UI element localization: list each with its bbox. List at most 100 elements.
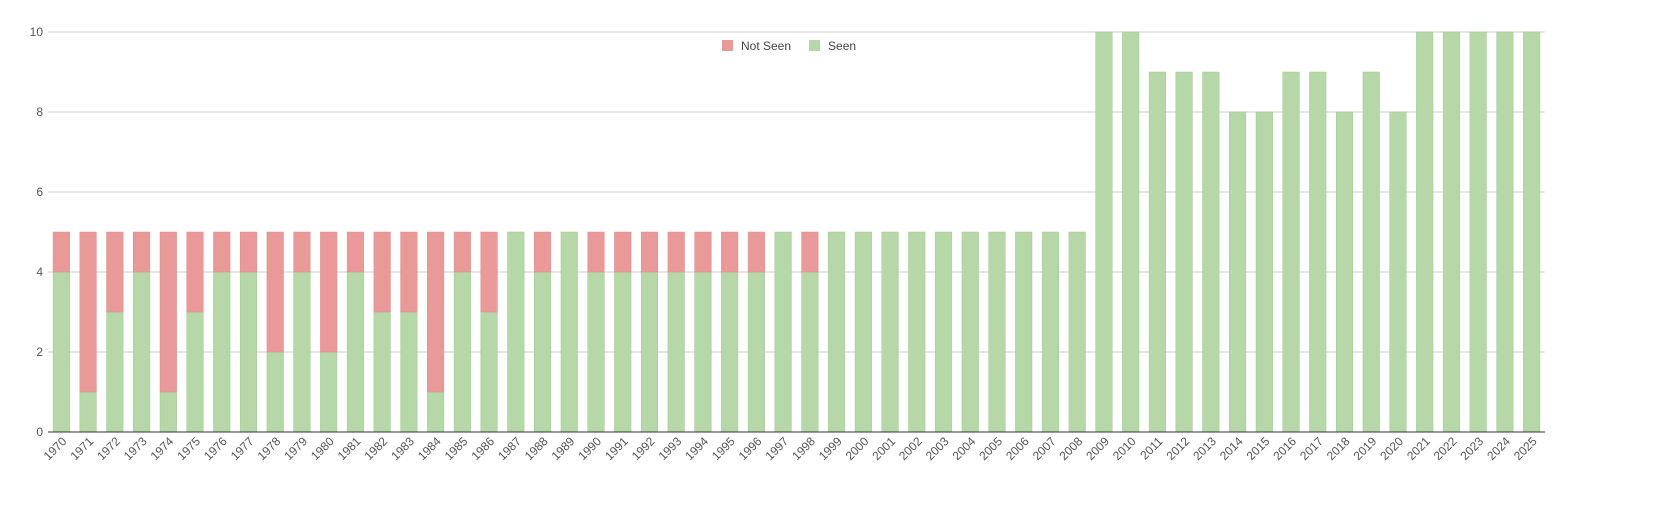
bar-not-seen-1980 bbox=[320, 231, 338, 353]
x-tick-label: 2008 bbox=[1057, 434, 1086, 463]
bar-not-seen-1990 bbox=[587, 231, 605, 273]
y-tick-label: 8 bbox=[36, 105, 43, 119]
x-tick-label: 2009 bbox=[1083, 434, 1112, 463]
x-tick-label: 2013 bbox=[1190, 434, 1219, 463]
bar-seen-2021 bbox=[1416, 31, 1434, 433]
bar-seen-2015 bbox=[1255, 111, 1273, 433]
bar-seen-2010 bbox=[1122, 31, 1140, 433]
bar-not-seen-1994 bbox=[694, 231, 712, 273]
bar-seen-1977 bbox=[239, 271, 258, 433]
x-tick-label: 1977 bbox=[228, 434, 257, 463]
x-tick-label: 1982 bbox=[361, 434, 390, 463]
bar-not-seen-1984 bbox=[427, 231, 445, 393]
bar-seen-2003 bbox=[934, 231, 953, 433]
bar-seen-2007 bbox=[1041, 231, 1059, 433]
bar-seen-2002 bbox=[908, 231, 926, 433]
x-tick-label: 2010 bbox=[1110, 434, 1139, 463]
x-tick-label: 1971 bbox=[67, 434, 96, 463]
x-tick-label: 2007 bbox=[1030, 434, 1059, 463]
bar-seen-1994 bbox=[694, 271, 712, 433]
x-tick-label: 2018 bbox=[1324, 434, 1353, 463]
x-tick-label: 2015 bbox=[1244, 434, 1273, 463]
x-tick-label: 1973 bbox=[121, 434, 150, 463]
bar-not-seen-1981 bbox=[346, 231, 364, 273]
x-tick-label: 2003 bbox=[923, 434, 952, 463]
x-tick-label: 1993 bbox=[656, 434, 685, 463]
x-tick-label: 1975 bbox=[174, 434, 203, 463]
bar-seen-2014 bbox=[1229, 111, 1247, 433]
bar-seen-1981 bbox=[346, 271, 364, 433]
bar-not-seen-1971 bbox=[79, 231, 97, 393]
x-tick-label: 1989 bbox=[549, 434, 578, 463]
x-tick-label: 2011 bbox=[1137, 434, 1165, 462]
x-axis-ticks: 1970197119721973197419751976197719781979… bbox=[41, 434, 1540, 463]
x-tick-label: 2017 bbox=[1297, 434, 1326, 463]
x-tick-label: 2024 bbox=[1484, 434, 1513, 463]
x-tick-label: 2021 bbox=[1404, 434, 1433, 463]
bar-not-seen-1982 bbox=[373, 231, 391, 313]
x-tick-label: 2025 bbox=[1511, 434, 1540, 463]
bar-seen-1999 bbox=[828, 231, 846, 433]
x-tick-label: 1994 bbox=[682, 434, 711, 463]
x-tick-label: 1999 bbox=[816, 434, 845, 463]
bar-seen-1983 bbox=[400, 311, 418, 433]
bar-seen-2006 bbox=[1015, 231, 1033, 433]
x-tick-label: 2016 bbox=[1270, 434, 1299, 463]
y-tick-label: 10 bbox=[30, 25, 44, 39]
y-tick-label: 4 bbox=[36, 265, 43, 279]
bar-not-seen-1972 bbox=[106, 231, 124, 313]
bar-seen-1985 bbox=[453, 271, 471, 433]
y-axis-ticks: 0 2 4 6 8 10 bbox=[30, 25, 44, 439]
bar-seen-1988 bbox=[534, 271, 552, 433]
bar-not-seen-1975 bbox=[186, 231, 204, 313]
bar-seen-2005 bbox=[988, 231, 1006, 433]
bar-seen-2009 bbox=[1095, 31, 1113, 433]
bar-seen-1997 bbox=[774, 231, 792, 433]
x-tick-label: 2005 bbox=[976, 434, 1005, 463]
x-tick-label: 1974 bbox=[148, 434, 177, 463]
x-tick-label: 1972 bbox=[94, 434, 123, 463]
bar-seen-1979 bbox=[293, 271, 311, 433]
x-tick-label: 2019 bbox=[1351, 434, 1380, 463]
bar-seen-1978 bbox=[266, 351, 284, 433]
bar-seen-2019 bbox=[1362, 71, 1380, 433]
bar-not-seen-1991 bbox=[614, 231, 632, 273]
bar-seen-1971 bbox=[79, 391, 97, 433]
x-tick-label: 1981 bbox=[335, 434, 364, 463]
bar-seen-1976 bbox=[213, 271, 231, 433]
x-tick-label: 2022 bbox=[1431, 434, 1460, 463]
legend-swatch-not-seen bbox=[722, 40, 733, 51]
bar-seen-2001 bbox=[881, 231, 899, 433]
bar-seen-1982 bbox=[373, 311, 391, 433]
bar-seen-2013 bbox=[1202, 71, 1220, 433]
bar-seen-2018 bbox=[1335, 111, 1354, 433]
bar-not-seen-1986 bbox=[480, 231, 498, 313]
bar-seen-2012 bbox=[1175, 71, 1193, 433]
x-tick-label: 1988 bbox=[522, 434, 551, 463]
bar-seen-1989 bbox=[560, 231, 578, 433]
bar-not-seen-1976 bbox=[213, 231, 231, 273]
x-tick-label: 2004 bbox=[950, 434, 979, 463]
bar-seen-1974 bbox=[159, 391, 177, 433]
x-tick-label: 1998 bbox=[789, 434, 818, 463]
bar-seen-1990 bbox=[587, 271, 605, 433]
x-tick-label: 1992 bbox=[629, 434, 658, 463]
bar-not-seen-1974 bbox=[159, 231, 177, 393]
bar-seen-2008 bbox=[1068, 231, 1086, 433]
x-tick-label: 2006 bbox=[1003, 434, 1032, 463]
bar-not-seen-1977 bbox=[239, 231, 258, 273]
bar-seen-1986 bbox=[480, 311, 498, 433]
bar-not-seen-1973 bbox=[133, 231, 151, 273]
bar-seen-1987 bbox=[507, 231, 525, 433]
x-tick-label: 2000 bbox=[843, 434, 872, 463]
bar-seen-1996 bbox=[747, 271, 765, 433]
legend-label-seen: Seen bbox=[828, 39, 856, 53]
x-tick-label: 1980 bbox=[308, 434, 337, 463]
x-tick-label: 1990 bbox=[575, 434, 604, 463]
bar-not-seen-1995 bbox=[721, 231, 739, 273]
x-tick-label: 2023 bbox=[1458, 434, 1487, 463]
bars bbox=[52, 31, 1541, 433]
x-tick-label: 1997 bbox=[762, 434, 791, 463]
x-tick-label: 1983 bbox=[388, 434, 417, 463]
bar-not-seen-1978 bbox=[266, 231, 284, 353]
